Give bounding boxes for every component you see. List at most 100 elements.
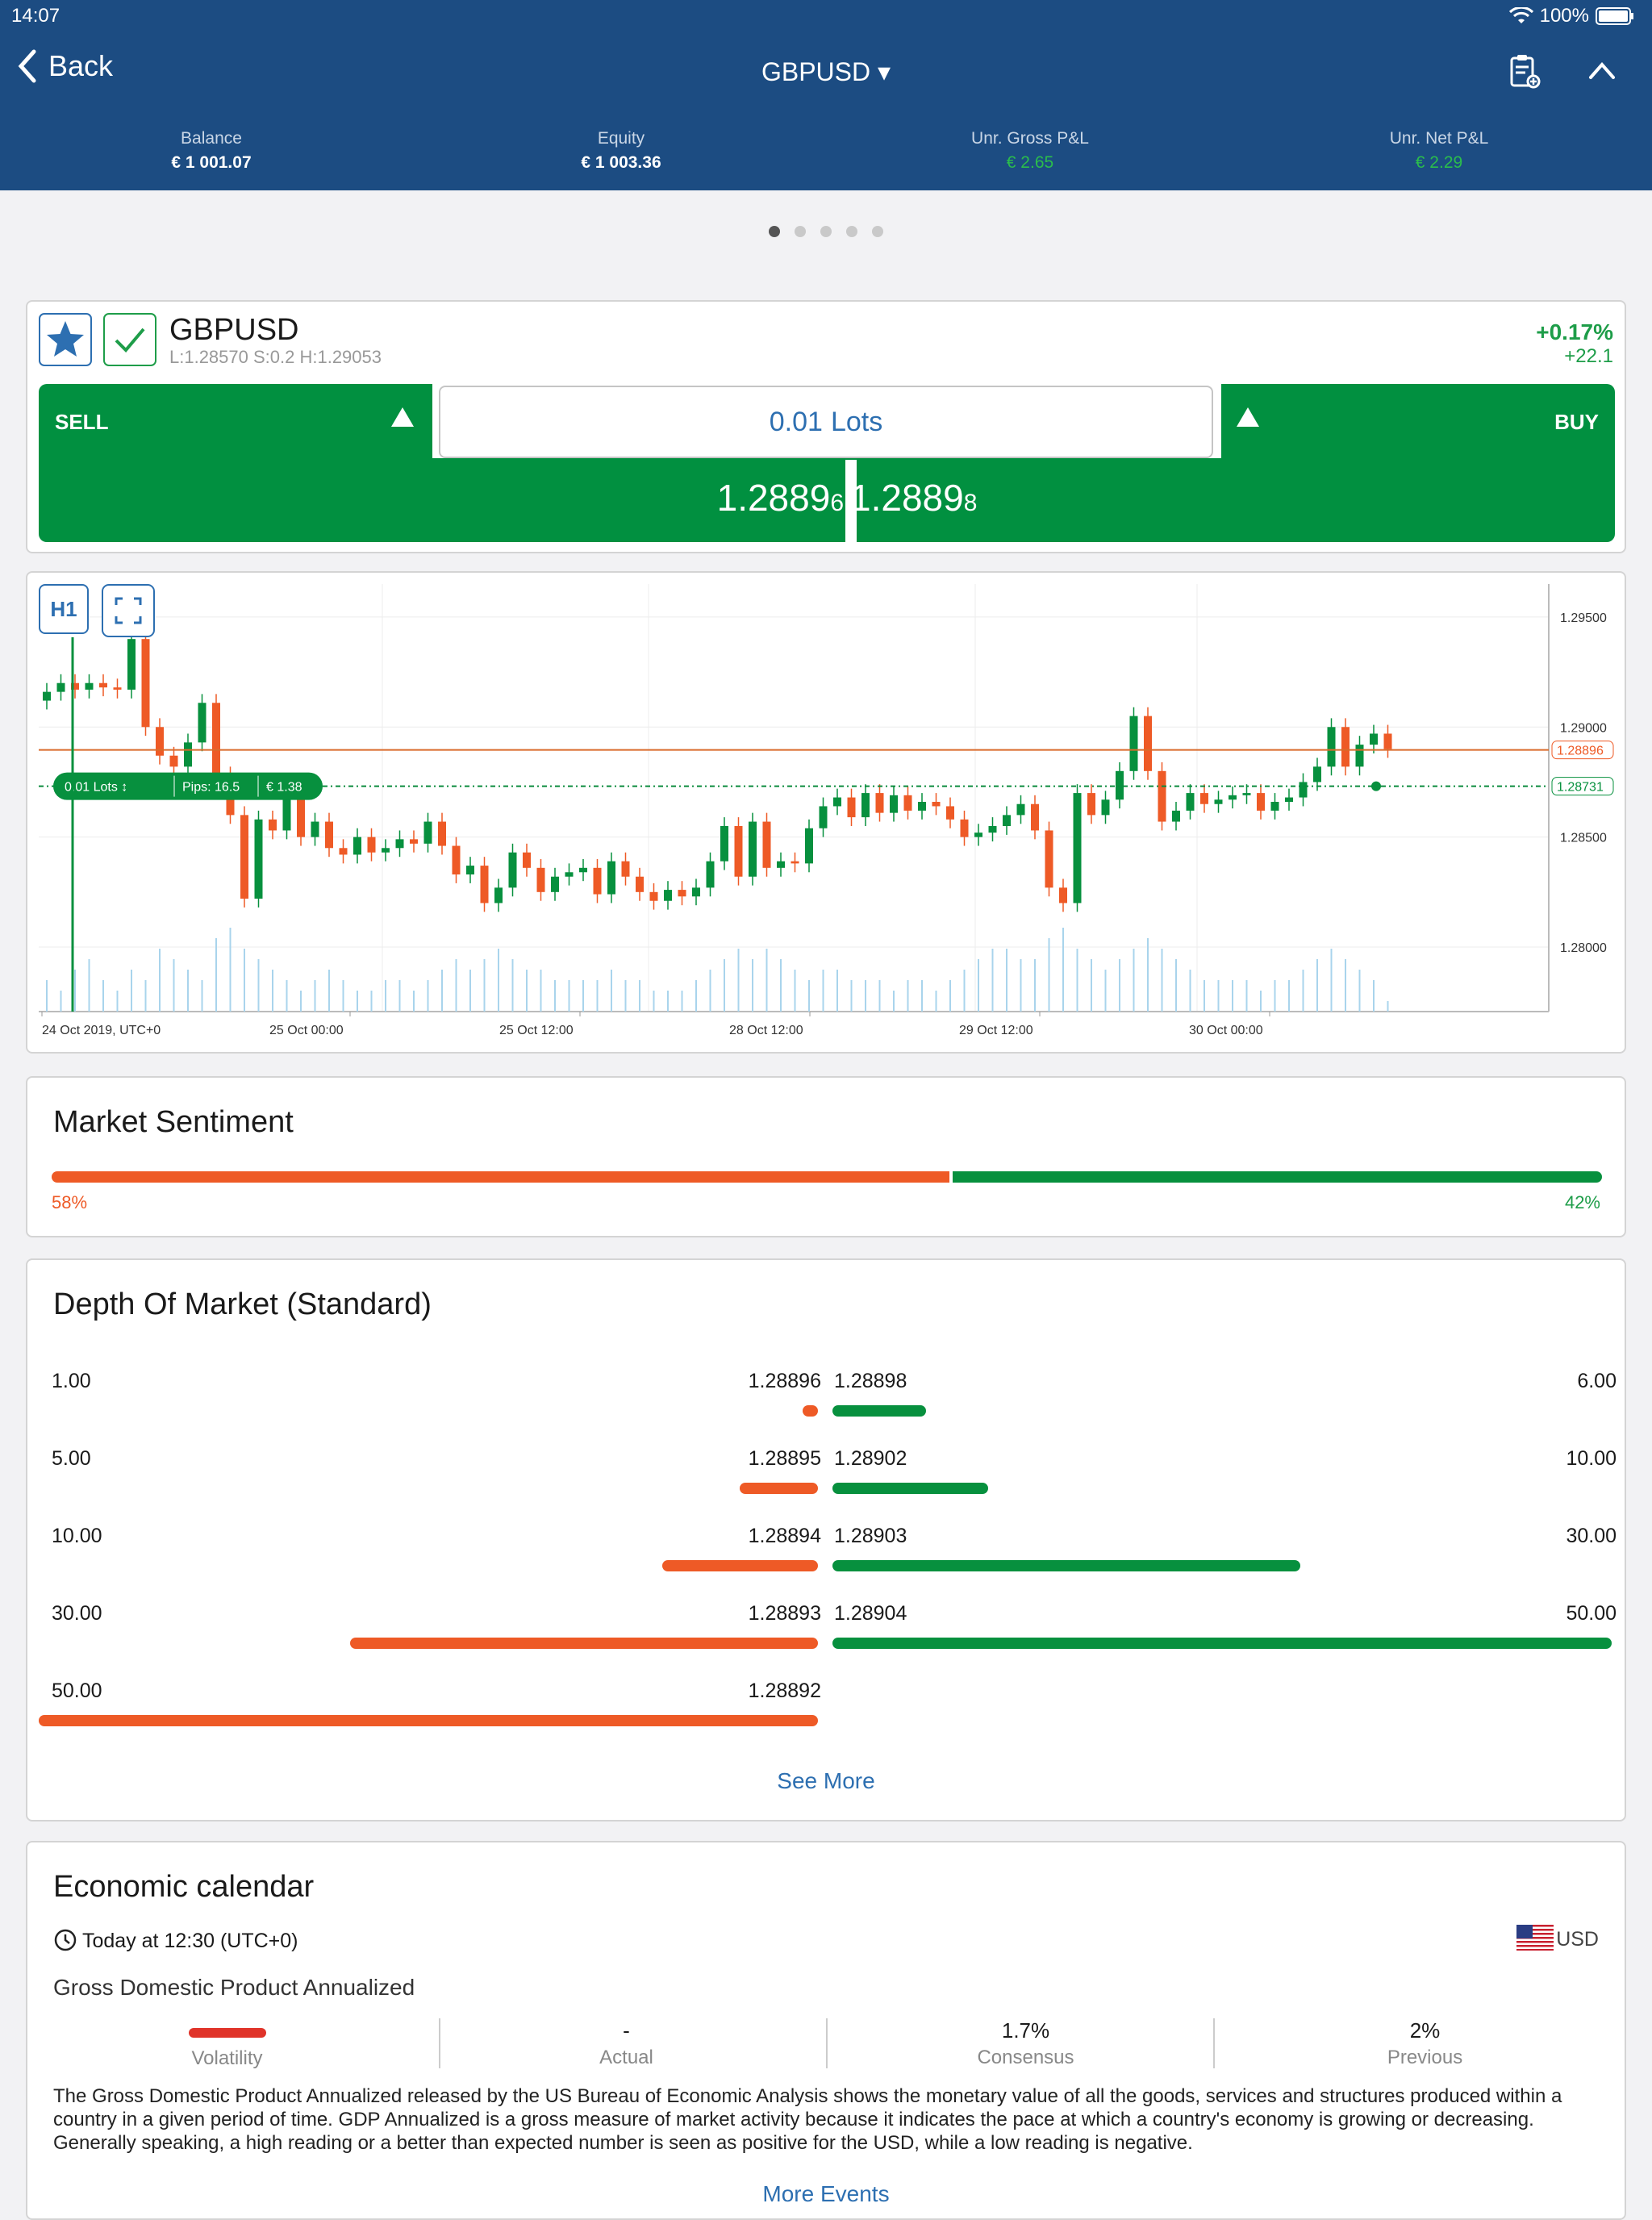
checkmark-icon[interactable] (103, 313, 156, 366)
dom-row: 5.00 1.28895 1.28902 10.00 (27, 1438, 1628, 1515)
gross-pnl-stat: Unr. Gross P&L € 2.65 (909, 129, 1151, 173)
candle (960, 819, 969, 837)
candle (833, 797, 841, 807)
chart-card[interactable]: 1.29500 1.29000 1.28500 1.28000 24 Oct 2019,… (26, 571, 1626, 1054)
x-tick-label: 29 Oct 12:00 (959, 1024, 1033, 1037)
back-label: Back (48, 49, 114, 82)
chevron-up-icon[interactable] (1587, 58, 1617, 82)
back-button[interactable]: Back (18, 48, 113, 84)
candle (1200, 793, 1208, 804)
dom-row: 50.00 1.28892 (27, 1670, 1628, 1747)
event-stats: Volatility - Actual 1.7% Consensus 2% Pr… (27, 2018, 1625, 2070)
buy-quantity: 6.00 (1577, 1370, 1617, 1392)
candle (1327, 727, 1336, 767)
app-header: 14:07 100% Back GBPUSD ▾ Balance € 1 001.… (0, 0, 1652, 190)
more-events-link[interactable]: More Events (762, 2181, 890, 2206)
page-indicator[interactable] (0, 226, 1652, 237)
candle (1242, 793, 1251, 795)
sell-price: 1.28895 (748, 1447, 821, 1470)
x-tick-label: 25 Oct 12:00 (499, 1024, 574, 1037)
change-percent: +0.17% (1536, 319, 1613, 344)
candle (791, 861, 799, 864)
candle (297, 793, 305, 837)
timeframe-button[interactable]: H1 (39, 584, 89, 634)
instrument-selector[interactable]: GBPUSD ▾ (761, 57, 891, 86)
page-dot[interactable] (769, 226, 780, 237)
net-pnl-label: Unr. Net P&L (1389, 129, 1489, 148)
volatility-label: Volatility (191, 2047, 263, 2069)
trade-card: GBPUSD L:1.28570 S:0.2 H:1.29053 +0.17% +… (26, 300, 1626, 553)
candle (1045, 830, 1053, 888)
page-dot[interactable] (846, 226, 857, 237)
fullscreen-icon[interactable] (102, 584, 155, 637)
sell-button[interactable]: SELL (39, 384, 432, 542)
candle (1172, 810, 1180, 822)
dom-row: 1.00 1.28896 1.28898 6.00 (27, 1360, 1628, 1438)
candle (466, 866, 474, 874)
sentiment-buy-pct: 42% (1564, 1192, 1600, 1212)
candle (1313, 766, 1321, 782)
sell-volume-bar (350, 1638, 818, 1649)
sell-label: SELL (55, 410, 109, 434)
sell-price-main: 1.2889 (716, 477, 831, 519)
candle (282, 793, 291, 831)
buy-price-main: 1.2889 (850, 477, 964, 519)
see-more-link[interactable]: See More (777, 1768, 875, 1793)
candle (325, 821, 333, 849)
candle (1299, 782, 1308, 798)
candle (720, 826, 728, 862)
candle (438, 821, 446, 846)
candle (353, 837, 361, 855)
consensus-value: 1.7% (1001, 2018, 1050, 2043)
candle (212, 703, 220, 776)
star-icon[interactable] (39, 313, 92, 366)
buy-price[interactable]: 1.28898 (850, 476, 977, 520)
balance-value: € 1 001.07 (171, 153, 252, 172)
current-price-label: 1.28896 (1557, 745, 1604, 758)
buy-button[interactable]: BUY (1221, 384, 1615, 542)
buy-volume-bar (832, 1638, 1612, 1649)
candle (1355, 745, 1364, 767)
change-pips: +22.1 (1564, 345, 1613, 367)
y-tick-label: 1.29000 (1560, 721, 1607, 735)
equity-value: € 1 003.36 (581, 153, 661, 172)
candle (1285, 797, 1293, 802)
candle (184, 742, 192, 767)
clipboard-icon[interactable] (1508, 53, 1541, 89)
dom-row: 10.00 1.28894 1.28903 30.00 (27, 1515, 1628, 1592)
candle (56, 682, 65, 692)
previous-label: Previous (1387, 2047, 1463, 2068)
candle (621, 861, 630, 877)
current-price-tag (1551, 741, 1614, 760)
candle (1370, 733, 1378, 745)
candle (875, 793, 884, 813)
candle (932, 802, 941, 807)
lots-value: 0.01 (769, 406, 823, 437)
candle (1186, 793, 1195, 811)
sentiment-sell-pct: 58% (52, 1192, 88, 1212)
y-tick-label: 1.28500 (1560, 832, 1607, 845)
candle (692, 887, 700, 897)
volatility-col: Volatility (27, 2018, 427, 2070)
candle (311, 821, 319, 837)
balance-stat: Balance € 1 001.07 (90, 129, 332, 173)
sell-price: 1.28892 (748, 1680, 821, 1702)
candle (395, 839, 404, 849)
page-dot[interactable] (820, 226, 832, 237)
candle (1073, 793, 1082, 903)
actual-label: Actual (599, 2047, 653, 2068)
y-tick-label: 1.28000 (1560, 941, 1607, 955)
gross-pnl-label: Unr. Gross P&L (971, 129, 1089, 148)
candle (113, 687, 122, 690)
sell-quantity: 50.00 (52, 1680, 102, 1702)
candle (156, 727, 164, 756)
triangle-up-icon (391, 407, 414, 427)
event-currency: USD (1556, 1928, 1599, 1951)
page-dot[interactable] (795, 226, 806, 237)
lots-input[interactable]: 0.01 Lots (439, 386, 1213, 458)
candle (678, 890, 686, 897)
sell-price[interactable]: 1.28896 (717, 476, 844, 520)
page-dot[interactable] (872, 226, 883, 237)
price-chart[interactable]: 1.29500 1.29000 1.28500 1.28000 24 Oct 2019,… (27, 573, 1625, 1052)
candle (903, 795, 912, 811)
